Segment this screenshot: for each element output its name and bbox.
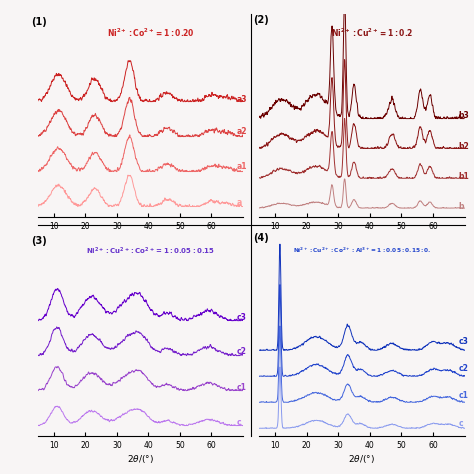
Text: (1): (1) — [32, 17, 47, 27]
Text: a2: a2 — [237, 127, 247, 136]
Text: c: c — [237, 418, 241, 427]
Text: $\mathbf{Ni^{2+}:Co^{2+}=1:0.20}$: $\mathbf{Ni^{2+}:Co^{2+}=1:0.20}$ — [107, 27, 195, 39]
Text: c2: c2 — [237, 347, 246, 356]
Text: $\mathbf{Ni^{2+}:Cu^{2+}=1:0.2}$: $\mathbf{Ni^{2+}:Cu^{2+}=1:0.2}$ — [331, 27, 413, 39]
Text: (2): (2) — [253, 15, 269, 25]
Text: c: c — [458, 419, 463, 428]
Text: c3: c3 — [237, 313, 246, 322]
Text: b: b — [458, 202, 464, 211]
Text: $\mathbf{Ni^{2+}:Cu^{2+}:Co^{2+}=1:0.05:0.15}$: $\mathbf{Ni^{2+}:Cu^{2+}:Co^{2+}=1:0.05:… — [86, 246, 215, 257]
Text: c3: c3 — [458, 337, 468, 346]
X-axis label: 2$\theta$/(°): 2$\theta$/(°) — [348, 453, 375, 465]
Text: a1: a1 — [237, 162, 247, 171]
Text: c1: c1 — [458, 392, 468, 401]
Text: c2: c2 — [458, 364, 468, 373]
Text: b3: b3 — [458, 111, 469, 120]
Text: a3: a3 — [237, 95, 247, 104]
Text: b1: b1 — [458, 172, 469, 181]
Text: (3): (3) — [32, 236, 47, 246]
Text: c1: c1 — [237, 383, 246, 392]
X-axis label: 2$\theta$/(°): 2$\theta$/(°) — [127, 453, 154, 465]
Text: (4): (4) — [253, 233, 269, 243]
Text: b2: b2 — [458, 142, 469, 151]
Text: a: a — [237, 199, 242, 208]
Text: $\mathbf{Ni^{2+}:Cu^{2+}:Co^{2+}:Al^{3+}=1:0.05:0.15:0.}$: $\mathbf{Ni^{2+}:Cu^{2+}:Co^{2+}:Al^{3+}… — [292, 246, 431, 255]
